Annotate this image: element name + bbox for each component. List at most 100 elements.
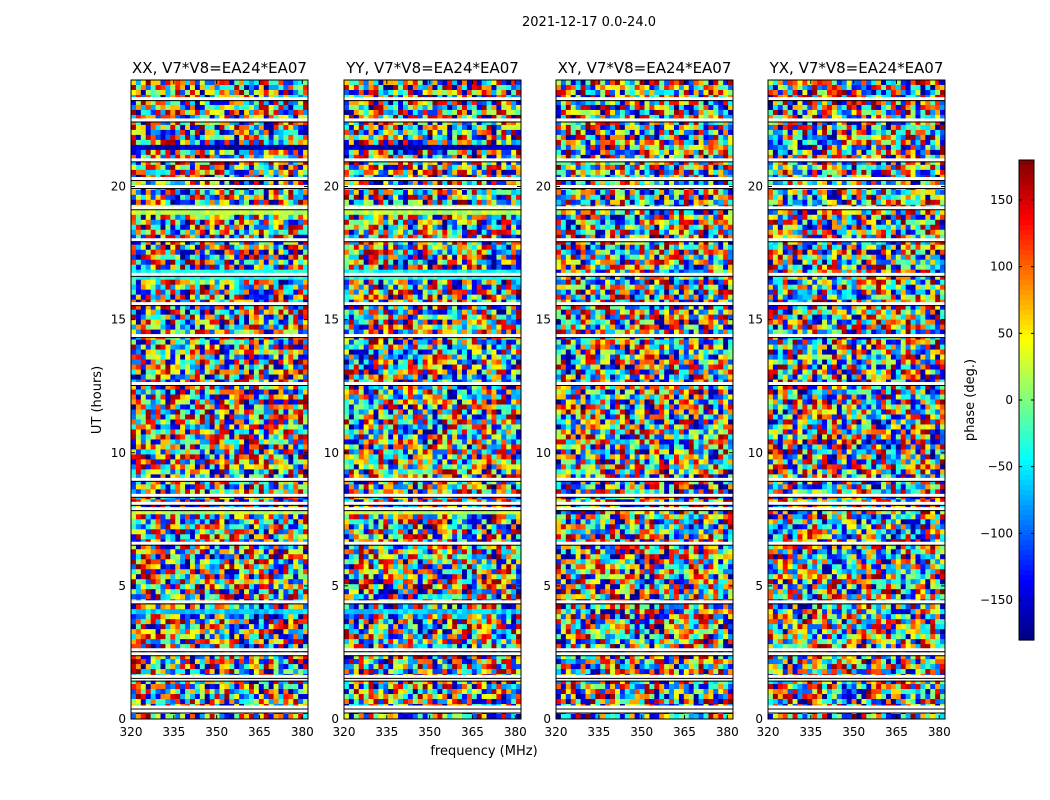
phase-cell <box>131 224 137 231</box>
phase-cell <box>239 254 245 261</box>
phase-cell <box>190 404 196 411</box>
phase-cell <box>398 80 404 86</box>
phase-cell <box>234 124 240 131</box>
phase-cell <box>239 669 245 675</box>
phase-cell <box>239 344 245 351</box>
phase-cell <box>155 464 162 470</box>
phase-cell <box>194 429 201 436</box>
phase-cell <box>199 604 206 610</box>
phase-cell <box>204 384 211 391</box>
phase-cell <box>185 519 191 525</box>
phase-cell <box>194 474 201 480</box>
phase-cell <box>253 434 260 441</box>
phase-cell <box>244 344 250 351</box>
phase-cell <box>160 424 167 431</box>
phase-cell <box>145 239 152 246</box>
phase-cell <box>293 504 299 510</box>
phase-cell <box>145 344 152 351</box>
phase-cell <box>175 339 181 346</box>
phase-cell <box>131 529 137 535</box>
phase-cell <box>219 80 226 86</box>
phase-cell <box>249 344 255 351</box>
phase-cell <box>293 129 299 136</box>
phase-cell <box>303 444 308 451</box>
phase-cell <box>175 229 181 236</box>
phase-cell <box>253 219 260 226</box>
phase-cell <box>180 119 186 126</box>
phase-cell <box>180 684 186 690</box>
phase-cell <box>204 80 211 86</box>
phase-cell <box>234 139 240 146</box>
phase-cell <box>249 119 255 126</box>
phase-cell <box>293 514 299 520</box>
phase-cell <box>199 89 206 96</box>
phase-cell <box>283 364 289 371</box>
phase-cell <box>204 604 211 610</box>
phase-cell <box>194 554 201 560</box>
phase-cell <box>239 219 245 226</box>
phase-cell <box>175 104 181 111</box>
phase-cell <box>214 359 221 366</box>
phase-cell <box>145 624 152 630</box>
phase-cell <box>185 284 191 291</box>
phase-cell <box>190 304 196 311</box>
phase-cell <box>155 164 162 171</box>
phase-cell <box>273 80 280 86</box>
phase-cell <box>283 359 289 366</box>
phase-cell <box>283 434 289 441</box>
phase-cell <box>155 624 162 630</box>
phase-cell <box>244 419 250 426</box>
phase-cell <box>150 624 157 630</box>
phase-cell <box>253 349 260 356</box>
phase-cell <box>258 519 265 525</box>
phase-cell <box>150 619 157 625</box>
phase-cell <box>180 639 186 645</box>
phase-cell <box>481 99 488 106</box>
phase-cell <box>209 124 216 131</box>
phase-cell <box>204 569 211 575</box>
phase-cell <box>155 324 162 331</box>
phase-cell <box>175 609 181 615</box>
phase-cell <box>229 304 235 311</box>
phase-cell <box>199 619 206 625</box>
phase-cell <box>150 509 157 515</box>
phase-cell <box>131 84 137 91</box>
phase-cell <box>224 524 230 530</box>
phase-cell <box>278 80 285 86</box>
phase-cell <box>224 354 230 361</box>
phase-cell <box>273 124 280 131</box>
phase-cell <box>249 339 255 346</box>
phase-cell <box>165 594 171 600</box>
phase-cell <box>422 119 429 126</box>
phase-cell <box>244 614 250 620</box>
phase-cell <box>229 84 235 91</box>
phase-cell <box>185 574 191 580</box>
phase-cell <box>303 169 308 176</box>
phase-cell <box>303 564 308 570</box>
phase-cell <box>288 524 294 530</box>
phase-cell <box>209 89 216 96</box>
phase-cell <box>258 399 265 406</box>
phase-cell <box>224 449 230 456</box>
phase-cell <box>278 179 285 186</box>
phase-cell <box>199 329 206 336</box>
phase-cell <box>229 559 235 565</box>
phase-cell <box>219 279 226 286</box>
phase-cell <box>249 279 255 286</box>
phase-cell <box>204 419 211 426</box>
phase-cell <box>194 654 201 660</box>
phase-cell <box>224 659 230 665</box>
phase-cell <box>268 319 275 326</box>
phase-cell <box>135 669 142 675</box>
phase-cell <box>273 294 280 301</box>
phase-cell <box>135 659 142 665</box>
phase-cell <box>140 439 147 446</box>
phase-cell <box>278 194 285 201</box>
phase-cell <box>135 339 142 346</box>
phase-cell <box>135 224 142 231</box>
phase-cell <box>175 454 181 461</box>
phase-cell <box>234 284 240 291</box>
phase-cell <box>175 194 181 201</box>
phase-cell <box>303 414 308 421</box>
phase-cell <box>160 589 167 595</box>
